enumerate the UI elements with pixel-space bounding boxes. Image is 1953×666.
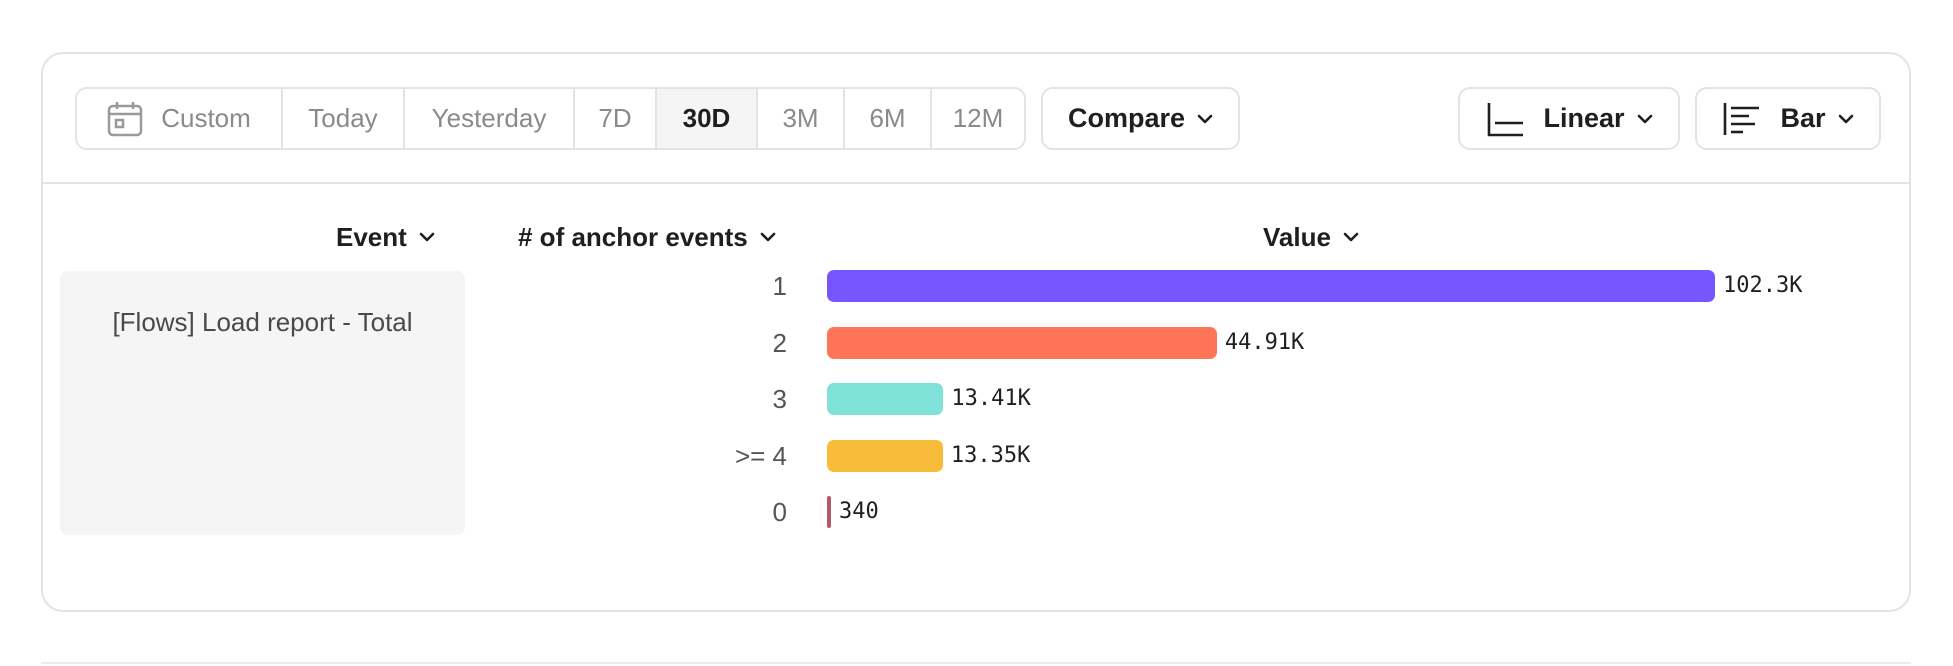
scale-dropdown[interactable]: Linear — [1458, 87, 1680, 150]
report-card: Custom Today Yesterday 7D 30D 3M 6M 12M … — [41, 52, 1911, 612]
anchor-events-header-label: # of anchor events — [518, 221, 748, 252]
date-range-12m[interactable]: 12M — [932, 89, 1024, 148]
date-range-6m[interactable]: 6M — [845, 89, 932, 148]
chevron-down-icon — [419, 232, 435, 242]
chart-type-dropdown[interactable]: Bar — [1695, 87, 1881, 150]
event-column-header[interactable]: Event — [336, 222, 435, 252]
date-range-yesterday[interactable]: Yesterday — [405, 89, 575, 148]
calendar-icon — [107, 101, 143, 136]
bar-category-label: >= 4 — [734, 440, 787, 471]
date-range-selector: Custom Today Yesterday 7D 30D 3M 6M 12M — [75, 87, 1026, 150]
date-range-label: 30D — [682, 103, 731, 133]
date-range-label: Today — [308, 103, 378, 133]
event-cell: [Flows] Load report - Total — [60, 271, 465, 535]
bar-category-label: 1 — [772, 271, 787, 301]
date-range-label: 3M — [782, 103, 819, 133]
event-header-label: Event — [336, 221, 407, 252]
compare-dropdown[interactable]: Compare — [1041, 87, 1240, 150]
date-range-label: Custom — [161, 103, 251, 133]
chevron-down-icon — [1637, 114, 1652, 123]
compare-label: Compare — [1067, 103, 1186, 133]
value-header-label: Value — [1263, 221, 1331, 252]
bar-value-label: 340 — [839, 499, 879, 524]
scale-label: Linear — [1543, 103, 1625, 133]
chart-type-label: Bar — [1780, 103, 1826, 133]
bar-value-label: 102.3K — [1723, 273, 1803, 298]
chevron-down-icon — [1343, 232, 1359, 242]
bar-value-label: 13.41K — [951, 386, 1031, 411]
date-range-today[interactable]: Today — [283, 89, 405, 148]
date-range-label: 6M — [869, 103, 906, 133]
bar-category-label: 3 — [772, 384, 787, 414]
date-range-3m[interactable]: 3M — [758, 89, 845, 148]
toolbar-divider — [43, 182, 1909, 184]
chevron-down-icon — [1838, 114, 1853, 123]
bar[interactable] — [827, 326, 1217, 359]
event-name: [Flows] Load report - Total — [112, 307, 413, 337]
bar-category-label: 2 — [772, 327, 787, 358]
page-divider — [41, 662, 1911, 664]
bar[interactable] — [827, 383, 944, 415]
date-range-30d[interactable]: 30D — [657, 89, 758, 148]
bar-value-label: 13.35K — [950, 442, 1031, 468]
chevron-down-icon — [760, 232, 776, 242]
bar[interactable] — [827, 270, 1715, 302]
date-range-label: 7D — [598, 103, 632, 133]
bar-value-label: 44.91K — [1224, 329, 1305, 355]
bar[interactable] — [827, 496, 831, 528]
date-range-label: 12M — [952, 103, 1004, 133]
axis-chart-icon — [1488, 102, 1524, 136]
date-range-7d[interactable]: 7D — [575, 89, 657, 148]
bar-lines-icon — [1724, 102, 1760, 135]
chevron-down-icon — [1197, 114, 1213, 123]
anchor-events-column-header[interactable]: # of anchor events — [518, 222, 776, 252]
date-range-label: Yesterday — [431, 103, 547, 133]
bar[interactable] — [827, 439, 943, 472]
value-column-header[interactable]: Value — [1263, 222, 1359, 252]
date-range-custom[interactable]: Custom — [77, 89, 283, 148]
bar-category-label: 0 — [772, 497, 787, 527]
